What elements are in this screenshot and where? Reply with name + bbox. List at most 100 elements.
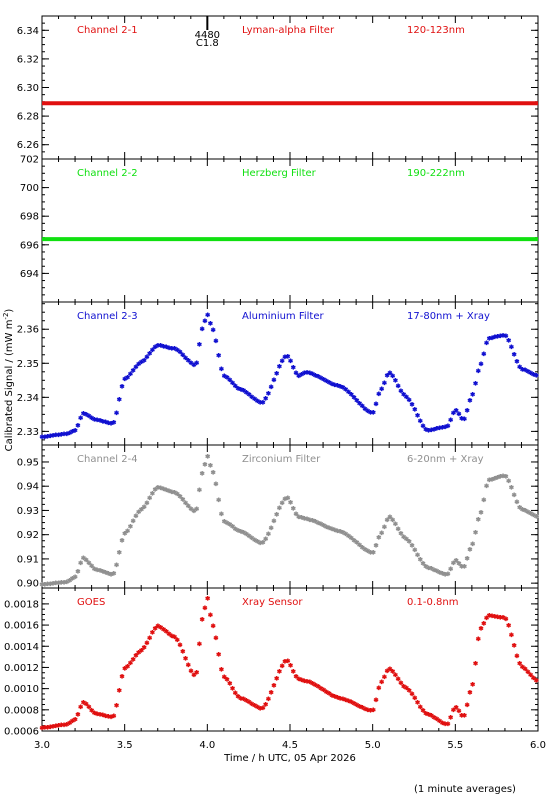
data-point: * bbox=[191, 362, 196, 371]
data-point: * bbox=[136, 649, 141, 658]
panel-filter: Zirconium Filter bbox=[242, 454, 321, 465]
data-point: * bbox=[167, 488, 172, 497]
data-point: * bbox=[51, 581, 56, 590]
data-point: * bbox=[363, 706, 368, 715]
series-points: ****************************************… bbox=[39, 595, 539, 734]
data-point: * bbox=[506, 623, 511, 632]
data-point: * bbox=[67, 578, 72, 587]
y-tick-label: 0.91 bbox=[17, 554, 39, 565]
data-point: * bbox=[454, 558, 459, 567]
data-point: * bbox=[387, 514, 392, 523]
data-point: * bbox=[133, 513, 138, 522]
data-point: * bbox=[272, 377, 277, 386]
data-point: * bbox=[283, 354, 288, 363]
data-point: * bbox=[324, 689, 329, 698]
data-point: * bbox=[142, 357, 147, 366]
data-point: * bbox=[219, 366, 224, 375]
y-tick-label: 2.35 bbox=[17, 359, 39, 370]
data-point: * bbox=[368, 549, 373, 558]
data-point: * bbox=[238, 695, 243, 704]
data-point: * bbox=[421, 423, 426, 432]
data-point: * bbox=[305, 516, 310, 525]
data-point: * bbox=[153, 344, 158, 353]
data-point: * bbox=[288, 662, 293, 671]
data-point: * bbox=[197, 641, 202, 650]
y-tick-label: 0.0008 bbox=[4, 705, 39, 716]
data-point: * bbox=[382, 524, 387, 533]
data-point: * bbox=[269, 384, 274, 393]
data-point: * bbox=[161, 486, 166, 495]
data-point: * bbox=[89, 415, 94, 424]
x-tick-label: 3.0 bbox=[34, 740, 50, 751]
data-point: * bbox=[244, 698, 249, 707]
data-point: * bbox=[396, 383, 401, 392]
data-point: * bbox=[481, 621, 486, 630]
data-point: * bbox=[98, 418, 103, 427]
data-point: * bbox=[523, 367, 528, 376]
data-point: * bbox=[501, 473, 506, 482]
data-point: * bbox=[434, 426, 439, 435]
x-tick-label: 5.5 bbox=[447, 740, 463, 751]
data-point: * bbox=[291, 506, 296, 515]
data-point: * bbox=[98, 712, 103, 721]
data-point: * bbox=[517, 504, 522, 513]
data-point: * bbox=[258, 540, 263, 549]
data-point: * bbox=[216, 497, 221, 506]
data-point: * bbox=[484, 615, 489, 624]
data-point: * bbox=[349, 392, 354, 401]
x-tick-label: 5.0 bbox=[365, 740, 381, 751]
data-point: * bbox=[498, 614, 503, 623]
data-point: * bbox=[288, 358, 293, 367]
data-point: * bbox=[238, 387, 243, 396]
data-point: * bbox=[520, 366, 525, 375]
data-point: * bbox=[128, 660, 133, 669]
data-point: * bbox=[147, 495, 152, 504]
data-point: * bbox=[376, 685, 381, 694]
data-point: * bbox=[183, 500, 188, 509]
data-point: * bbox=[73, 574, 78, 583]
data-point: * bbox=[81, 699, 86, 708]
data-point: * bbox=[332, 527, 337, 536]
data-point: * bbox=[332, 694, 337, 703]
y-tick-label: 0.94 bbox=[17, 482, 39, 493]
data-point: * bbox=[252, 396, 257, 405]
data-point: * bbox=[75, 422, 80, 431]
data-point: * bbox=[445, 571, 450, 580]
data-point: * bbox=[269, 525, 274, 534]
data-point: * bbox=[412, 407, 417, 416]
data-point: * bbox=[299, 372, 304, 381]
footnote: (1 minute averages) bbox=[414, 784, 516, 795]
data-point: * bbox=[139, 359, 144, 368]
data-point: * bbox=[87, 413, 92, 422]
data-point: * bbox=[233, 383, 238, 392]
data-point: * bbox=[285, 495, 290, 504]
data-point: * bbox=[426, 427, 431, 436]
data-point: * bbox=[87, 560, 92, 569]
data-point: * bbox=[53, 723, 58, 732]
data-point: * bbox=[445, 721, 450, 730]
data-point: * bbox=[285, 353, 290, 362]
data-point: * bbox=[92, 566, 97, 575]
flare-annotation-id: 4480 bbox=[195, 30, 220, 41]
x-tick-label: 4.0 bbox=[199, 740, 215, 751]
data-point: * bbox=[365, 408, 370, 417]
data-point: * bbox=[343, 531, 348, 540]
data-point: * bbox=[376, 391, 381, 400]
data-point: * bbox=[354, 397, 359, 406]
data-point: * bbox=[329, 381, 334, 390]
data-point: * bbox=[274, 675, 279, 684]
data-point: * bbox=[426, 711, 431, 720]
data-point: * bbox=[329, 526, 334, 535]
data-point: * bbox=[164, 344, 169, 353]
data-point: * bbox=[379, 679, 384, 688]
data-point: * bbox=[236, 693, 241, 702]
y-tick-label: 702 bbox=[20, 155, 39, 166]
data-point: * bbox=[75, 569, 80, 578]
data-point: * bbox=[371, 549, 376, 558]
data-point: * bbox=[100, 569, 105, 578]
data-point: * bbox=[476, 368, 481, 377]
panel-filter: Aluminium Filter bbox=[242, 311, 325, 322]
data-point: * bbox=[222, 373, 227, 382]
data-point: * bbox=[136, 509, 141, 518]
data-point: * bbox=[296, 373, 301, 382]
